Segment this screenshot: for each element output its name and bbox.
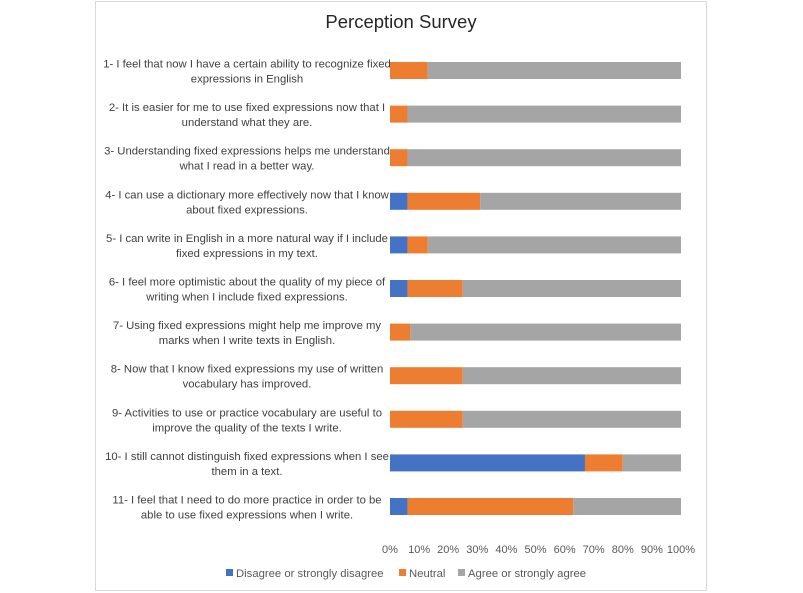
category-label-line: 10- I still cannot distinguish fixed exp… (105, 451, 389, 463)
category-label-4: 4- I can use a dictionary more effective… (105, 189, 389, 216)
bar-row3-series3 (407, 149, 681, 167)
x-tick-label: 50% (524, 544, 546, 556)
category-label-11: 11- I feel that I need to do more practi… (112, 495, 381, 522)
legend-label-3: Agree or strongly agree (468, 568, 586, 580)
x-tick-label: 90% (641, 544, 663, 556)
category-label-line: understand what they are. (182, 117, 313, 129)
category-label-9: 9- Activities to use or practice vocabul… (112, 407, 382, 434)
bar-row10-series2 (584, 454, 623, 472)
x-tick-label: 30% (466, 544, 488, 556)
category-label-line: 7- Using fixed expressions might help me… (113, 320, 381, 332)
bar-row8-series3 (462, 367, 681, 385)
bar-row6-series3 (462, 280, 681, 297)
category-label-line: about fixed expressions. (186, 204, 308, 216)
bar-row1-series3 (427, 62, 681, 79)
bar-row10-series3 (622, 454, 681, 472)
x-tick-label: 70% (583, 544, 605, 556)
category-label-line: them in a text. (212, 466, 283, 478)
bar-row4-series3 (480, 192, 681, 210)
x-tick-label: 60% (554, 544, 576, 556)
bar-row5-series3 (427, 236, 681, 254)
category-label-line: what I read in a better way. (179, 161, 315, 173)
x-tick-label: 80% (612, 544, 634, 556)
bar-row9-series2 (390, 410, 463, 428)
category-label-5: 5- I can write in English in a more natu… (106, 233, 388, 260)
bar-row5-series2 (407, 236, 428, 254)
legend-label-1: Disagree or strongly disagree (236, 568, 384, 580)
bar-row7-series3 (410, 323, 681, 341)
bar-row5-series1 (390, 236, 408, 254)
bar-row9-series3 (462, 410, 681, 428)
category-label-3: 3- Understanding fixed expressions helps… (104, 146, 390, 173)
legend-swatch-2 (399, 569, 406, 576)
category-label-line: vocabulary has improved. (183, 379, 312, 391)
bar-row4-series1 (390, 192, 408, 210)
category-label-line: 4- I can use a dictionary more effective… (105, 189, 389, 201)
category-label-line: expressions in English (191, 74, 303, 86)
category-label-line: 3- Understanding fixed expressions helps… (104, 146, 390, 158)
legend-swatch-1 (226, 569, 233, 576)
category-label-line: fixed expressions in my text. (176, 248, 318, 260)
x-tick-label: 40% (495, 544, 517, 556)
legend-swatch-3 (458, 569, 465, 576)
category-labels: 1- I feel that now I have a certain abil… (103, 59, 391, 522)
category-label-6: 6- I feel more optimistic about the qual… (109, 277, 386, 304)
bar-row7-series2 (390, 323, 411, 341)
bar-row1-series2 (390, 62, 428, 79)
category-label-line: 9- Activities to use or practice vocabul… (112, 407, 382, 419)
bar-row11-series2 (407, 498, 574, 515)
bars-layer (390, 62, 681, 515)
category-label-1: 1- I feel that now I have a certain abil… (103, 59, 391, 86)
bar-row11-series3 (573, 498, 681, 515)
category-label-line: improve the quality of the texts I write… (152, 422, 342, 434)
x-tick-label: 0% (382, 544, 398, 556)
bar-row2-series3 (407, 105, 681, 123)
category-label-line: writing when I include fixed expressions… (145, 292, 348, 304)
category-label-2: 2- It is easier for me to use fixed expr… (109, 102, 385, 129)
bar-row3-series2 (390, 149, 408, 167)
legend-label-2: Neutral (409, 568, 445, 580)
chart-title: Perception Survey (325, 11, 477, 32)
x-axis-ticks: 0% 10% 20% 30% 40% 50% 60% 70% 80% 90% 100% (382, 544, 695, 556)
category-label-line: 2- It is easier for me to use fixed expr… (109, 102, 385, 114)
category-label-line: 5- I can write in English in a more natu… (106, 233, 388, 245)
category-label-line: 11- I feel that I need to do more practi… (112, 495, 381, 507)
category-label-line: 6- I feel more optimistic about the qual… (109, 277, 386, 289)
bar-row6-series1 (390, 280, 408, 297)
bar-row2-series2 (390, 105, 408, 123)
legend: Disagree or strongly disagree Neutral Agre… (226, 568, 586, 580)
category-label-line: able to use fixed expressions when I wri… (141, 510, 353, 522)
category-label-line: marks when I write texts in English. (159, 335, 335, 347)
category-label-7: 7- Using fixed expressions might help me… (113, 320, 381, 347)
bar-row4-series2 (407, 192, 481, 210)
bar-row10-series1 (390, 454, 585, 472)
category-label-8: 8- Now that I know fixed expressions my … (111, 364, 384, 391)
category-label-line: 1- I feel that now I have a certain abil… (103, 59, 391, 71)
x-tick-label: 20% (437, 544, 459, 556)
category-label-10: 10- I still cannot distinguish fixed exp… (105, 451, 389, 478)
category-label-line: 8- Now that I know fixed expressions my … (111, 364, 384, 376)
x-tick-label: 10% (408, 544, 430, 556)
x-tick-label: 100% (667, 544, 695, 556)
bar-row8-series2 (390, 367, 463, 385)
bar-row6-series2 (407, 280, 463, 297)
bar-row11-series1 (390, 498, 408, 515)
